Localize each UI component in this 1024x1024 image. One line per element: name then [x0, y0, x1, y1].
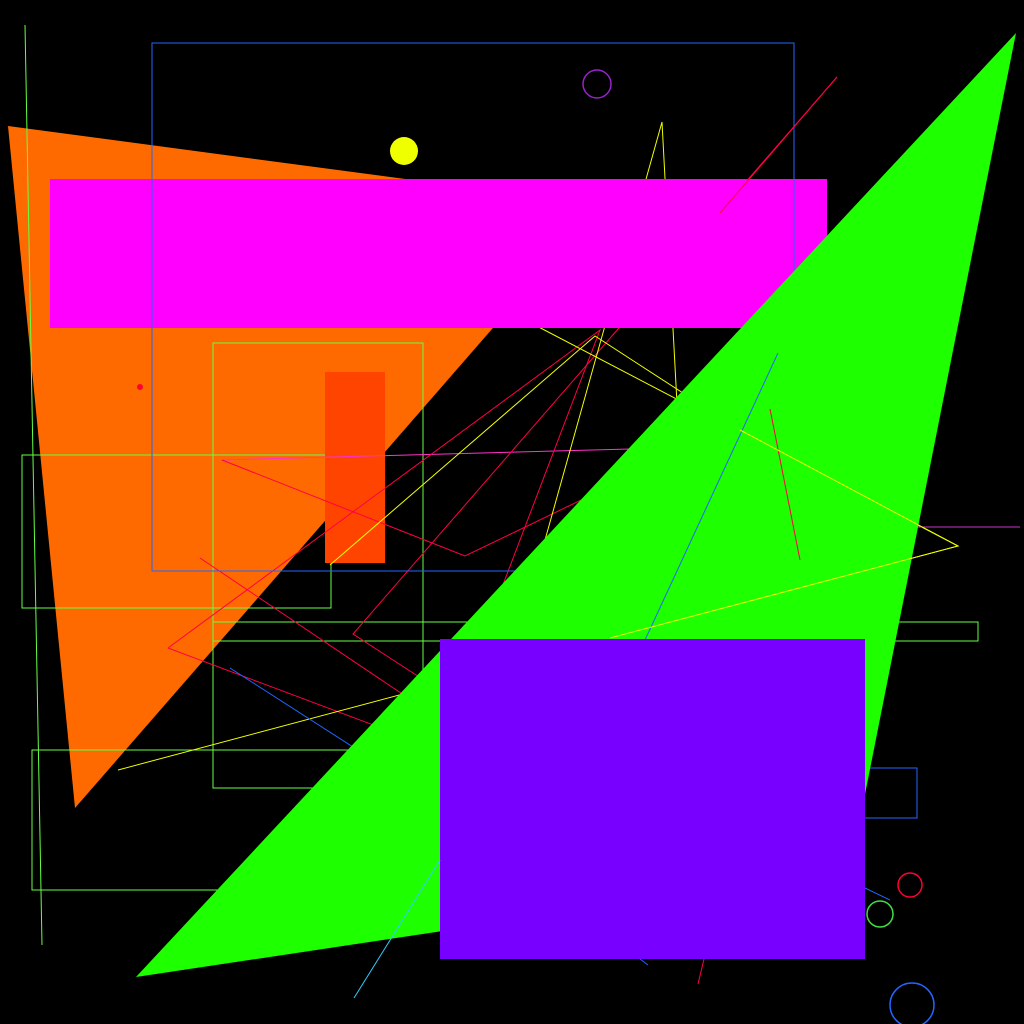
red-line-top [719, 76, 838, 214]
yellow-spike-line [544, 121, 681, 541]
green-ring [866, 900, 894, 928]
red-ring [897, 872, 923, 898]
yellow-dot [390, 137, 418, 165]
yellow-line-over-green [609, 429, 960, 639]
blue-ring [889, 982, 935, 1024]
red-dot [137, 384, 143, 390]
purple-ring [582, 69, 612, 99]
red-line-over-green [769, 408, 801, 561]
blue-tiny-line-2 [639, 958, 649, 966]
magenta-rectangle [50, 179, 827, 328]
violet-rectangle [440, 639, 865, 959]
red-outline-triangle [167, 328, 602, 751]
cyan-line [353, 859, 441, 999]
red-orange-bar [325, 372, 385, 563]
blue-line-over-green [644, 352, 779, 641]
pink-line-horizontal [221, 448, 631, 461]
green-vertical-line [24, 24, 43, 946]
blue-tiny-line [864, 887, 891, 901]
